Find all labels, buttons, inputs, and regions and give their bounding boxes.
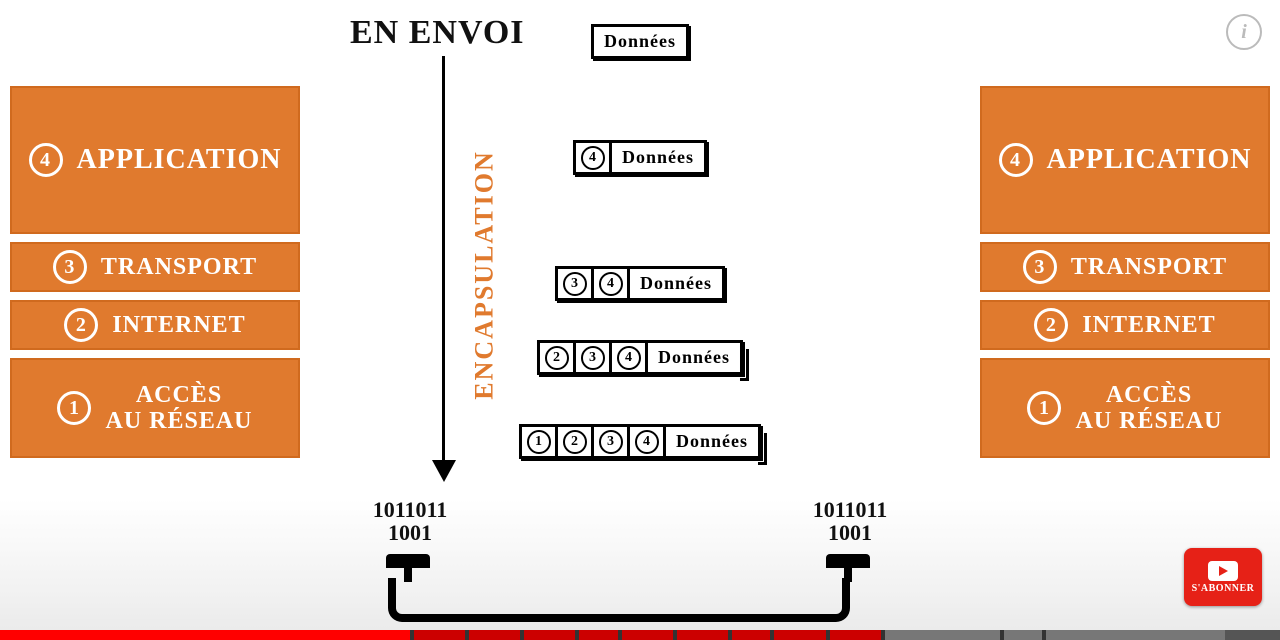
binary-line: 1001	[330, 521, 490, 544]
arrow-head-icon	[432, 460, 456, 482]
packet-data-label: Données	[666, 427, 758, 456]
layer-network-access: 1 ACCÈSAU RÉSEAU	[980, 358, 1270, 458]
encapsulation-arrow	[428, 56, 458, 486]
layer-column-left: 4 APPLICATION 3 TRANSPORT 2 INTERNET 1 A…	[10, 86, 300, 466]
packet-header: 2	[540, 343, 576, 372]
layer-label: ACCÈSAU RÉSEAU	[1075, 382, 1222, 435]
layer-number-4: 4	[999, 143, 1033, 177]
subscribe-label: S'ABONNER	[1192, 583, 1255, 594]
layer-internet: 2 INTERNET	[10, 300, 300, 350]
layer-number-2: 2	[64, 308, 98, 342]
layer-network-access: 1 ACCÈSAU RÉSEAU	[10, 358, 300, 458]
progress-segment	[1046, 630, 1225, 640]
layer-number-1: 1	[57, 391, 91, 425]
layer-number-3: 3	[1023, 250, 1057, 284]
layer-label: APPLICATION	[77, 144, 282, 176]
layer-application: 4 APPLICATION	[980, 86, 1270, 234]
layer-column-right: 4 APPLICATION 3 TRANSPORT 2 INTERNET 1 A…	[980, 86, 1270, 466]
packet-header: 4	[612, 343, 648, 372]
encapsulation-label: ENCAPSULATION	[470, 150, 500, 399]
packet-data-label: Données	[612, 143, 704, 172]
progress-segment	[885, 630, 1000, 640]
binary-line: 1011011	[330, 498, 490, 521]
packet-data-label: Données	[648, 343, 740, 372]
packet-header: 1	[522, 427, 558, 456]
packet-data-label: Données	[630, 269, 722, 298]
progress-segment	[469, 630, 520, 640]
network-cable	[388, 578, 850, 622]
packet-row-1: 4 Données	[573, 140, 707, 175]
layer-internet: 2 INTERNET	[980, 300, 1270, 350]
progress-segment	[677, 630, 728, 640]
video-progress-bar[interactable]	[0, 630, 1280, 640]
packet-header: 4	[630, 427, 666, 456]
progress-segment	[524, 630, 575, 640]
heading-en-envoi: EN ENVOI	[350, 14, 525, 52]
progress-segment	[414, 630, 465, 640]
layer-number-2: 2	[1034, 308, 1068, 342]
layer-number-3: 3	[53, 250, 87, 284]
progress-segment	[732, 630, 770, 640]
layer-number-4: 4	[29, 143, 63, 177]
layer-transport: 3 TRANSPORT	[980, 242, 1270, 292]
packet-header: 3	[594, 427, 630, 456]
progress-segment	[1004, 630, 1042, 640]
youtube-play-icon	[1208, 561, 1238, 581]
binary-line: 1011011	[770, 498, 930, 521]
layer-number-1: 1	[1027, 391, 1061, 425]
info-icon[interactable]: i	[1226, 14, 1262, 50]
packet-header: 4	[594, 269, 630, 298]
layer-label: INTERNET	[112, 312, 245, 339]
layer-transport: 3 TRANSPORT	[10, 242, 300, 292]
layer-label: ACCÈSAU RÉSEAU	[105, 382, 252, 435]
packet-row-4: 1 2 3 4 Données	[519, 424, 761, 459]
packet-header: 4	[576, 143, 612, 172]
arrow-shaft	[442, 56, 445, 466]
layer-label: APPLICATION	[1047, 144, 1252, 176]
packet-row-3: 2 3 4 Données	[537, 340, 743, 375]
layer-application: 4 APPLICATION	[10, 86, 300, 234]
packet-header: 3	[558, 269, 594, 298]
packet-header: 2	[558, 427, 594, 456]
progress-segment	[579, 630, 617, 640]
progress-segment	[774, 630, 825, 640]
binary-left: 1011011 1001	[330, 498, 490, 544]
layer-label: TRANSPORT	[101, 254, 257, 281]
progress-segment	[0, 630, 410, 640]
packet-row-0: Données	[591, 24, 689, 59]
diagram-stage: EN ENVOI i 4 APPLICATION 3 TRANSPORT 2 I…	[0, 0, 1280, 640]
packet-row-2: 3 4 Données	[555, 266, 725, 301]
packet-header: 3	[576, 343, 612, 372]
binary-right: 1011011 1001	[770, 498, 930, 544]
packet-data-label: Données	[594, 27, 686, 56]
progress-segment	[622, 630, 673, 640]
layer-label: TRANSPORT	[1071, 254, 1227, 281]
info-glyph: i	[1241, 21, 1247, 44]
layer-label: INTERNET	[1082, 312, 1215, 339]
subscribe-button[interactable]: S'ABONNER	[1184, 548, 1262, 606]
binary-line: 1001	[770, 521, 930, 544]
progress-segment	[830, 630, 881, 640]
